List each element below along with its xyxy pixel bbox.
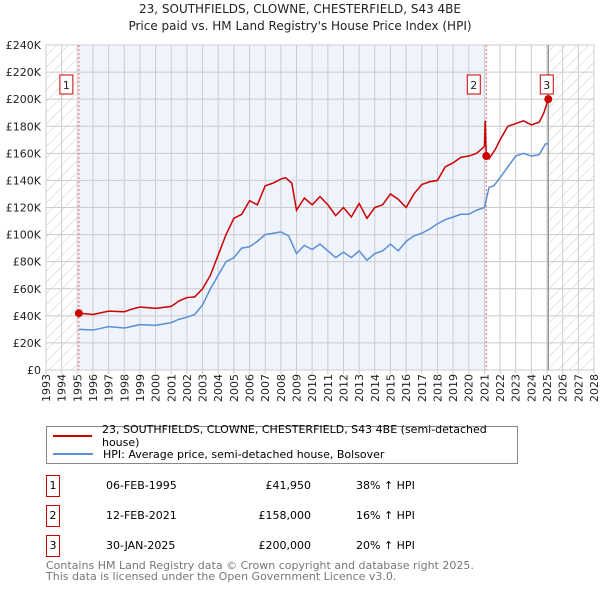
y-tick-label: £120K — [6, 202, 42, 215]
transaction-price: £158,000 — [258, 509, 312, 522]
sale-label-box — [466, 74, 481, 95]
transaction-row: 1 06-FEB-1995 £41,950 38% ↑ HPI — [46, 475, 546, 497]
x-tick-label: 2019 — [447, 374, 460, 402]
x-tick-label: 1994 — [56, 374, 69, 402]
legend: 23, SOUTHFIELDS, CLOWNE, CHESTERFIELD, S… — [46, 423, 518, 464]
transaction-row: 3 30-JAN-2025 £200,000 20% ↑ HPI — [46, 535, 546, 557]
x-tick-label: 2018 — [431, 374, 444, 402]
chart-subtitle: Price paid vs. HM Land Registry's House … — [128, 19, 472, 33]
x-tick-label: 2015 — [384, 374, 397, 402]
x-tick-label: 2002 — [181, 374, 194, 402]
legend-item-property: 23, SOUTHFIELDS, CLOWNE, CHESTERFIELD, S… — [53, 423, 517, 449]
x-tick-label: 1997 — [103, 374, 116, 402]
x-tick-label: 1999 — [134, 374, 147, 402]
y-tick-label: £40K — [13, 310, 42, 323]
legend-item-hpi: HPI: Average price, semi-detached house,… — [53, 446, 384, 462]
x-tick-label: 2005 — [228, 374, 241, 402]
x-tick-label: 2013 — [353, 374, 366, 402]
x-tick-label: 2023 — [510, 374, 523, 402]
legend-label: 23, SOUTHFIELDS, CLOWNE, CHESTERFIELD, S… — [101, 423, 487, 449]
transaction-hpi-change: 16% ↑ HPI — [356, 509, 415, 522]
x-tick-label: 2022 — [494, 374, 507, 402]
plot-frame — [45, 44, 595, 371]
x-tick-label: 2010 — [306, 374, 319, 402]
legend-swatch-red — [53, 435, 92, 437]
y-tick-label: £0 — [27, 364, 41, 377]
x-tick-label: 2025 — [541, 374, 554, 402]
transaction-price: £200,000 — [258, 539, 312, 552]
legend-label: HPI: Average price, semi-detached house,… — [103, 447, 385, 461]
sale-point — [544, 95, 553, 104]
hpi-line — [78, 143, 549, 331]
x-tick-label: 2028 — [588, 374, 600, 402]
x-tick-label: 2003 — [197, 374, 210, 402]
price-chart: 1993 1994 1995 1996 1997 1998 1999 2000 2001 2002… — [6, 39, 600, 402]
x-tick-label: 2004 — [212, 374, 225, 402]
transaction-date: 12-FEB-2021 — [106, 509, 177, 522]
footer-licence: This data is licensed under the Open Gov… — [46, 570, 397, 583]
sale-label: 3 — [543, 79, 550, 92]
y-tick-label: £200K — [6, 93, 42, 106]
y-tick-label: £220K — [6, 66, 42, 79]
y-tick-label: £140K — [6, 174, 42, 187]
x-tick-label: 1995 — [71, 374, 84, 402]
sale-label-box — [539, 74, 554, 95]
transaction-date: 06-FEB-1995 — [106, 479, 177, 492]
transaction-date: 30-JAN-2025 — [106, 539, 176, 552]
transaction-number-badge: 2 — [46, 505, 60, 527]
x-tick-label: 2017 — [416, 374, 429, 402]
transaction-hpi-change: 20% ↑ HPI — [356, 539, 415, 552]
y-tick-label: £160K — [6, 147, 42, 160]
x-tick-label: 2026 — [557, 374, 570, 402]
transaction-row: 2 12-FEB-2021 £158,000 16% ↑ HPI — [46, 505, 546, 527]
x-tick-label: 2021 — [478, 374, 491, 402]
y-tick-label: £60K — [13, 283, 42, 296]
transaction-price: £41,950 — [265, 479, 312, 492]
legend-swatch-blue — [53, 453, 93, 455]
x-tick-label: 2020 — [463, 374, 476, 402]
x-tick-label: 2001 — [165, 374, 178, 402]
x-tick-label: 1996 — [87, 374, 100, 402]
transaction-number-badge: 3 — [46, 535, 60, 557]
x-tick-label: 2007 — [259, 374, 272, 402]
sale-label: 2 — [470, 79, 477, 92]
x-tick-label: 2016 — [400, 374, 413, 402]
x-tick-label: 2024 — [525, 374, 538, 402]
footer-copyright: Contains HM Land Registry data © Crown c… — [46, 559, 474, 572]
x-tick-label: 2012 — [337, 374, 350, 402]
y-tick-label: £100K — [6, 229, 42, 242]
x-tick-label: 2014 — [369, 374, 382, 402]
x-tick-label: 2008 — [275, 374, 288, 402]
transaction-number-badge: 1 — [46, 475, 60, 497]
x-tick-label: 2011 — [322, 374, 335, 402]
x-tick-label: 2009 — [291, 374, 304, 402]
x-tick-label: 1998 — [118, 374, 131, 402]
sale-label: 1 — [63, 79, 70, 92]
y-tick-label: £20K — [13, 337, 42, 350]
y-tick-label: £240K — [6, 39, 42, 52]
x-tick-label: 2006 — [244, 374, 257, 402]
x-tick-label: 1993 — [40, 374, 53, 402]
x-tick-label: 2000 — [150, 374, 163, 402]
transaction-hpi-change: 38% ↑ HPI — [356, 479, 415, 492]
sale-point — [74, 309, 83, 318]
sale-point — [482, 152, 491, 161]
y-tick-label: £180K — [6, 120, 42, 133]
x-tick-label: 2027 — [572, 374, 585, 402]
sale-label-box — [59, 74, 74, 95]
chart-title: 23, SOUTHFIELDS, CLOWNE, CHESTERFIELD, S… — [138, 2, 461, 16]
y-tick-label: £80K — [13, 256, 42, 269]
